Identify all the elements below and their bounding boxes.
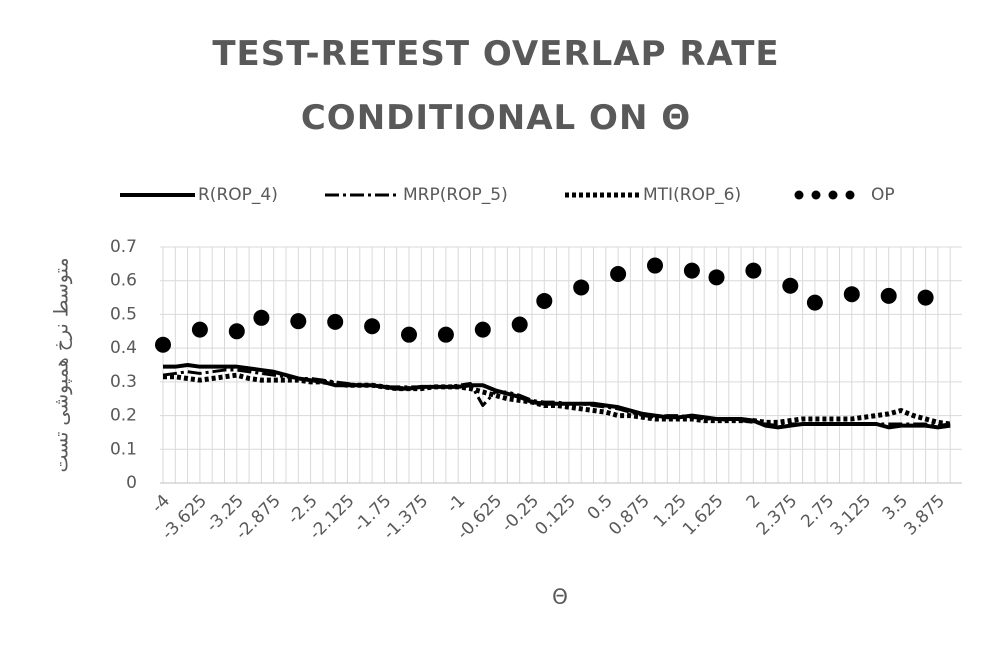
data-point — [745, 263, 761, 279]
legend-label: MRP(ROP_5) — [403, 185, 508, 205]
data-point — [192, 322, 208, 338]
data-point — [475, 322, 491, 338]
y-tick-label: 0.6 — [110, 271, 137, 291]
data-point — [844, 286, 860, 302]
y-tick-label: 0.1 — [110, 439, 137, 459]
data-point — [782, 278, 798, 294]
x-tick-label: 1.625 — [679, 491, 728, 540]
data-point — [364, 318, 380, 334]
x-tick-label: 0.125 — [531, 491, 580, 540]
data-point — [647, 258, 663, 274]
x-tick-label: 3.875 — [900, 491, 949, 540]
data-point — [229, 323, 245, 339]
y-tick-label: 0 — [126, 473, 137, 493]
x-tick-label: 3.125 — [827, 491, 876, 540]
y-tick-label: 0.4 — [110, 338, 137, 358]
chart-title: TEST-RETEST OVERLAP RATE CONDITIONAL ON … — [186, 22, 806, 150]
x-tick-label: -1 — [443, 491, 469, 517]
data-point — [290, 313, 306, 329]
x-tick-label: -4 — [148, 491, 174, 517]
page: Θ متوسط نرخ همپوشی تست 0 0.1 0.2 0.3 0.4 0.5 0… — [0, 0, 992, 646]
legend-marker — [829, 191, 838, 200]
legend-marker — [846, 191, 855, 200]
data-point — [684, 263, 700, 279]
data-point — [709, 269, 725, 285]
legend-label: R(ROP_4) — [198, 185, 278, 205]
y-tick-label: 0.7 — [110, 237, 137, 257]
data-point — [155, 337, 171, 353]
data-point — [807, 295, 823, 311]
y-tick-label: 0.2 — [110, 406, 137, 426]
data-point — [512, 317, 528, 333]
data-point — [253, 310, 269, 326]
legend-marker — [812, 191, 821, 200]
legend-label: MTI(ROP_6) — [643, 185, 741, 205]
data-point — [573, 279, 589, 295]
x-tick-label: 0.875 — [605, 491, 654, 540]
x-tick-label: 2.375 — [753, 491, 802, 540]
y-tick-label: 0.3 — [110, 372, 137, 392]
x-axis-title: Θ — [552, 585, 568, 609]
y-axis-title: متوسط نرخ همپوشی تست — [51, 257, 73, 472]
legend-label: OP — [871, 185, 895, 205]
data-point — [401, 327, 417, 343]
y-tick-label: 0.5 — [110, 304, 137, 324]
data-point — [536, 293, 552, 309]
x-tick-label: 2 — [743, 491, 765, 513]
data-point — [918, 290, 934, 306]
data-point — [610, 266, 626, 282]
data-point — [438, 327, 454, 343]
data-point — [327, 314, 343, 330]
legend-marker — [795, 191, 804, 200]
data-point — [881, 288, 897, 304]
